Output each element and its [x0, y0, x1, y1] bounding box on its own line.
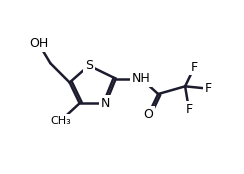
Text: OH: OH [29, 37, 49, 50]
Text: F: F [205, 82, 212, 95]
Text: NH: NH [132, 72, 151, 85]
Text: O: O [143, 108, 153, 121]
Text: CH₃: CH₃ [50, 116, 71, 126]
Text: F: F [191, 61, 198, 74]
Text: F: F [185, 103, 193, 116]
Text: S: S [85, 59, 93, 72]
Text: N: N [101, 97, 111, 110]
